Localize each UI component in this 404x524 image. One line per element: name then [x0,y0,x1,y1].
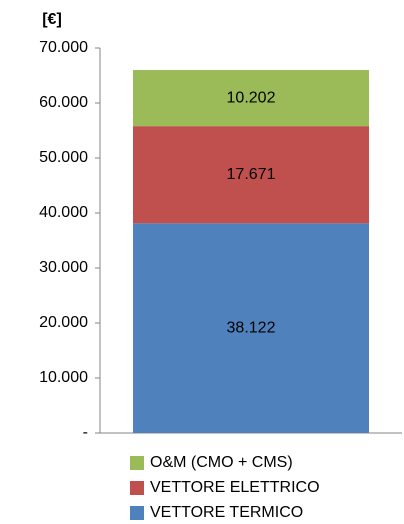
y-tick-label: 40.000 [39,204,88,221]
legend-label: VETTORE TERMICO [150,504,303,521]
data-label: 17.671 [227,166,276,183]
y-axis-label: [€] [42,11,62,28]
y-tick-label: 20.000 [39,314,88,331]
legend-swatch [130,506,144,520]
y-tick-label: 10.000 [39,369,88,386]
y-tick-label: 60.000 [39,94,88,111]
legend-label: O&M (CMO + CMS) [150,454,293,471]
data-label: 38.122 [227,319,276,336]
y-tick-label: 30.000 [39,259,88,276]
bar-segment [133,70,369,127]
legend-swatch [130,481,144,495]
y-tick-label: - [83,424,88,441]
bar-segment [133,126,369,224]
legend-label: VETTORE ELETTRICO [150,479,320,496]
y-tick-label: 50.000 [39,149,88,166]
data-label: 10.202 [227,89,276,106]
bar-segment [133,223,369,433]
y-tick-label: 70.000 [39,39,88,56]
legend-swatch [130,456,144,470]
